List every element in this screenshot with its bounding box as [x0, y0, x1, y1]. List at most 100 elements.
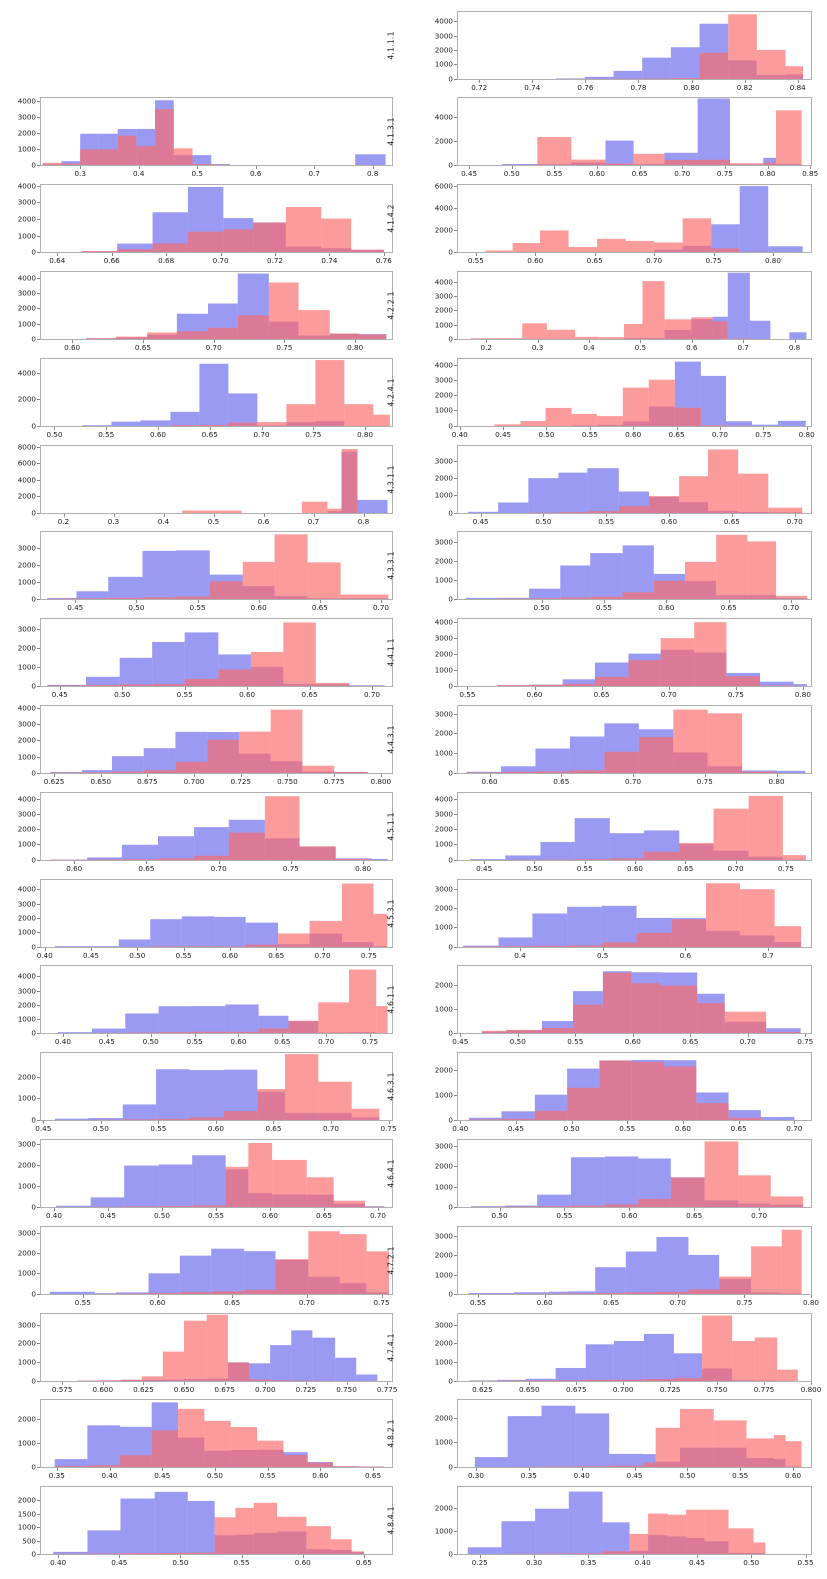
xtick-mark: [43, 1121, 45, 1125]
xtick-mark: [214, 1468, 216, 1472]
series-red: [497, 535, 808, 600]
xtick-label: 0.50: [92, 1124, 109, 1134]
xtick-label: 0.50: [563, 1124, 580, 1134]
xtick-label: 0.80: [683, 82, 700, 92]
xtick-label: 0.75: [755, 429, 772, 439]
ytick-label: 1000: [434, 320, 453, 330]
subplot-ylabel-4.5.1.1: 4.5.1.1: [386, 812, 396, 841]
xtick-mark: [287, 773, 289, 777]
xtick-mark: [238, 1034, 240, 1038]
subplot-axes-4.3.3.1: [457, 531, 812, 601]
xtick-label: 0.45: [452, 1037, 469, 1047]
subplot-ylabel-4.6.4.1: 4.6.4.1: [386, 1159, 396, 1188]
xtick-label: 0.65: [553, 776, 570, 786]
xtick-label: 0.55: [207, 1210, 224, 1220]
xtick-mark: [381, 1294, 383, 1298]
xtick-label: 0.55: [556, 1210, 573, 1220]
ytick-label: 4000: [434, 16, 453, 26]
series-red: [94, 1230, 390, 1294]
xtick-mark: [763, 426, 765, 430]
ytick-mark: [37, 447, 40, 449]
xtick-label: 0.65: [686, 1210, 703, 1220]
xtick-label: 0.3: [74, 169, 86, 179]
ytick-label: 4000: [17, 475, 36, 485]
xtick-label: 0.35: [520, 1471, 537, 1481]
xtick-label: 0.25: [471, 1558, 488, 1568]
xtick-mark: [735, 687, 737, 691]
ytick-label: 1000: [17, 144, 36, 154]
subplot-bars-4.4.3.1: [466, 709, 806, 773]
ytick-label: 4000: [434, 277, 453, 287]
xtick-label: 0.60: [626, 863, 644, 873]
xtick-mark: [543, 513, 545, 517]
xtick-label: 0.4: [132, 169, 145, 179]
ytick-label: 0: [448, 855, 453, 865]
ytick-mark: [37, 946, 40, 948]
xtick-mark: [269, 1207, 271, 1211]
xtick-mark: [606, 513, 608, 517]
ytick-mark: [37, 512, 40, 514]
ytick-mark: [454, 281, 457, 283]
subplot-axes-4.1.2.1: [40, 97, 393, 167]
subplot-4.7.3.1: 4.7.3.101000200030000.5750.6000.6250.650…: [0, 1312, 827, 1394]
ytick-label: 3000: [434, 1320, 453, 1330]
xtick-label: 0.65: [730, 1124, 747, 1134]
ytick-mark: [37, 1033, 40, 1035]
ytick-label: 0: [31, 421, 36, 431]
xtick-mark: [119, 1555, 121, 1559]
subplot-ylabel-4.7.4.1: 4.7.4.1: [386, 1332, 396, 1362]
ytick-mark: [454, 1324, 457, 1326]
xtick-label: 0.5: [207, 516, 220, 526]
xtick-mark: [229, 947, 231, 951]
xtick-label: 0.50: [129, 950, 146, 960]
ytick-mark: [37, 814, 40, 815]
subplot-axes-4.5.2.1: [40, 878, 393, 948]
ytick-mark: [454, 1507, 457, 1509]
xtick-label: 0.60: [621, 1210, 638, 1220]
ytick-label: 2000: [17, 303, 36, 313]
ytick-label: 3000: [434, 1231, 453, 1241]
series-red: [78, 1314, 336, 1381]
ytick-mark: [37, 496, 40, 498]
ytick-mark: [37, 1232, 40, 1234]
ytick-label: 0: [448, 1462, 453, 1472]
xtick-label: 0.74: [321, 256, 338, 266]
xtick-label: 0.7: [762, 950, 774, 960]
xtick-mark: [520, 947, 521, 951]
xtick-mark: [53, 1207, 55, 1211]
xtick-mark: [767, 166, 769, 170]
xtick-label: 0.74: [524, 82, 541, 92]
xtick-mark: [534, 1555, 536, 1559]
xtick-label: 0.55: [467, 256, 484, 266]
xtick-label: 0.50: [679, 1471, 696, 1481]
subplot-axes-4.2.5.1: [40, 444, 393, 514]
xtick-mark: [802, 687, 804, 691]
series-red: [528, 448, 803, 513]
ytick-mark: [37, 185, 40, 187]
xtick-mark: [694, 1207, 696, 1211]
xtick-label: 0.78: [630, 82, 647, 92]
subplot-ylabel-4.7.2.1: 4.7.2.1: [386, 1246, 396, 1275]
subplot-bars-4.2.1.1: [86, 273, 387, 339]
subplot-axes-4.7.3.1: [40, 1312, 393, 1382]
xtick-mark: [44, 947, 46, 951]
xtick-mark: [541, 600, 543, 604]
ytick-mark: [454, 1236, 457, 1238]
xtick-mark: [517, 1034, 519, 1038]
xtick-mark: [528, 1468, 530, 1472]
subplot-axes-4.3.2.1: [40, 531, 393, 601]
ytick-mark: [454, 1442, 457, 1444]
series-blue: [502, 98, 802, 166]
series-blue: [654, 186, 803, 253]
ytick-mark: [454, 495, 457, 497]
xtick-mark: [690, 1034, 692, 1038]
subplot-ylabel-4.3.3.1: 4.3.3.1: [386, 551, 396, 580]
xtick-label: 0.75: [797, 1037, 814, 1047]
xtick-label: 0.75: [727, 690, 744, 700]
subplot-4.3.2.1: 4.3.2.101000200030000.450.500.550.600.65…: [0, 531, 827, 612]
ytick-label: 1000: [434, 1526, 453, 1536]
xtick-label: 0.70: [751, 1210, 768, 1220]
ytick-mark: [37, 1144, 40, 1146]
series-blue: [469, 1333, 778, 1381]
ytick-mark: [454, 395, 457, 397]
